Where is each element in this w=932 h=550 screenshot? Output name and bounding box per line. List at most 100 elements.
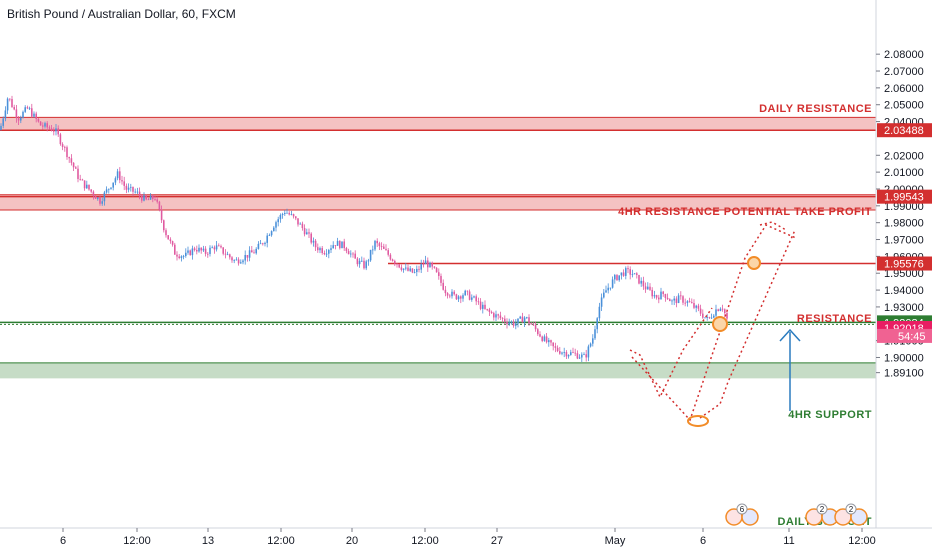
candle-body <box>79 178 81 180</box>
candle-body <box>372 249 374 251</box>
candle-body <box>321 248 323 254</box>
candle-body <box>358 260 361 265</box>
candle-body <box>325 253 328 255</box>
candle-body <box>616 275 618 281</box>
candle-body <box>389 254 392 260</box>
price-tick-label: 2.02000 <box>884 150 924 162</box>
candle-body <box>70 158 73 163</box>
candle-body <box>422 264 425 265</box>
candles-layer <box>0 95 728 362</box>
daily-support-zone <box>0 362 876 379</box>
candle-body <box>673 298 675 301</box>
candle-body <box>341 241 343 249</box>
candle-body <box>482 304 484 309</box>
candle-body <box>270 231 273 236</box>
event-count-badge <box>816 503 828 515</box>
candle-body <box>405 267 407 269</box>
candle-body <box>132 186 134 192</box>
candle-body <box>350 253 352 255</box>
candle-body <box>343 241 345 249</box>
candle-body <box>724 309 726 313</box>
candle-body <box>532 324 535 326</box>
zones-layer <box>0 116 876 379</box>
time-tick-label: 12:00 <box>848 535 876 547</box>
price-tick-label: 1.94000 <box>884 285 924 297</box>
price-tick-label: 2.07000 <box>884 66 924 78</box>
candle-body <box>510 321 513 323</box>
price-badge <box>877 123 932 138</box>
candle-body <box>398 264 400 268</box>
candle-body <box>574 352 576 354</box>
candle-body <box>719 308 722 311</box>
candle-body <box>515 323 517 326</box>
candle-body <box>222 247 224 254</box>
candle-body <box>444 289 447 294</box>
event-count-badge <box>736 503 748 515</box>
time-tick-label: 6 <box>700 535 706 547</box>
candle-body <box>530 323 532 325</box>
candle-body <box>559 351 561 354</box>
candle-body <box>383 246 385 249</box>
candle-body <box>218 245 220 247</box>
candle-body <box>453 291 455 295</box>
price-tick-label: 1.89100 <box>884 368 924 380</box>
candle-body <box>429 262 431 268</box>
candle-body <box>145 195 147 200</box>
candle-body <box>264 242 266 245</box>
candle-body <box>149 195 152 200</box>
candle-body <box>312 240 315 243</box>
candle-body <box>81 179 84 181</box>
candle-body <box>39 121 42 126</box>
candle-body <box>726 312 728 319</box>
candle-body <box>629 269 631 275</box>
candle-body <box>99 197 101 204</box>
candle-body <box>191 248 194 256</box>
candle-body <box>686 301 689 303</box>
support-touch-ellipse <box>687 415 709 427</box>
candle-body <box>464 290 466 296</box>
candle-body <box>625 268 627 276</box>
candle-body <box>24 107 26 112</box>
candle-body <box>488 309 491 312</box>
candle-body <box>576 353 579 359</box>
candle-body <box>53 130 55 132</box>
candle-body <box>440 275 442 283</box>
candle-body <box>213 247 216 250</box>
candle-body <box>174 244 176 255</box>
price-tick-label: 2.05000 <box>884 100 924 112</box>
upside-arrow-head <box>779 328 801 342</box>
candle-body <box>497 314 499 316</box>
candle-body <box>125 185 128 190</box>
candle-body <box>253 252 255 254</box>
candle-body <box>477 301 480 303</box>
candle-body <box>237 259 240 264</box>
candle-body <box>334 245 337 246</box>
candle-body <box>72 162 75 168</box>
candle-body <box>537 329 539 335</box>
candle-body <box>215 245 218 250</box>
candle-body <box>110 187 112 189</box>
candle-body <box>400 267 403 270</box>
time-tick-label: 6 <box>60 535 66 547</box>
time-axis[interactable]: 6 12:00 13 12:00 20 12:00 27 May 6 11 12:00 <box>60 528 876 547</box>
candle-body <box>152 195 154 200</box>
candle-body <box>288 212 290 215</box>
candle-body <box>609 287 612 289</box>
candle-body <box>420 264 422 270</box>
candle-body <box>644 286 647 290</box>
candle-body <box>367 260 370 262</box>
candle-body <box>693 302 695 308</box>
candle-body <box>4 110 7 119</box>
price-tick-label: 2.01000 <box>884 167 924 179</box>
candle-body <box>598 306 601 319</box>
annotations-layer <box>629 221 801 427</box>
candle-body <box>286 212 288 214</box>
candle-body <box>548 340 550 343</box>
4hr-support-label: 4HR SUPPORT <box>788 409 872 421</box>
candle-body <box>651 289 653 297</box>
candle-body <box>649 286 651 290</box>
candle-body <box>660 291 662 300</box>
candle-body <box>468 291 471 300</box>
candle-body <box>407 267 409 271</box>
